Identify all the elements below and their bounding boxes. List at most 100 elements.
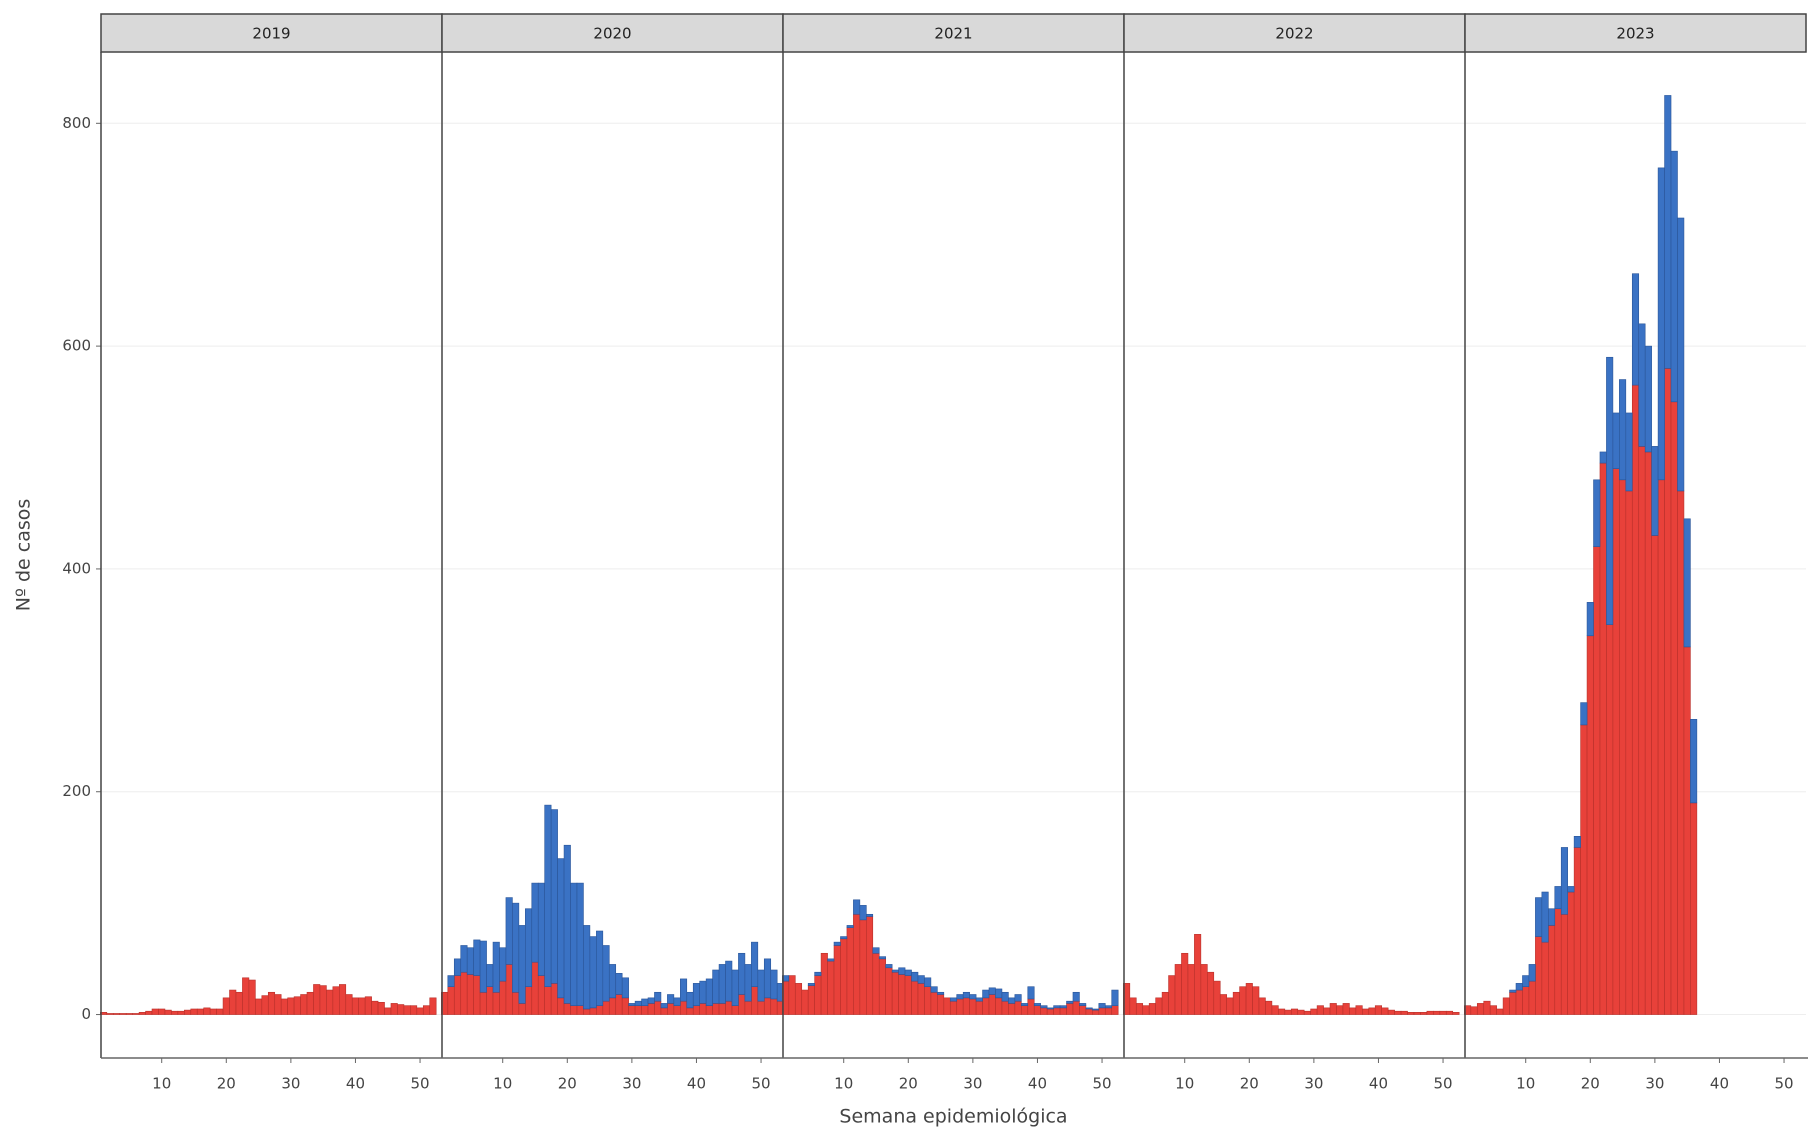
bar [602, 945, 610, 1002]
x-tick-label: 30 [1645, 1075, 1664, 1093]
bar [1528, 980, 1536, 1015]
bar [1612, 412, 1620, 469]
bar [1522, 986, 1530, 1015]
bar [486, 986, 494, 1015]
bar [1111, 1005, 1119, 1015]
bar [1008, 997, 1016, 1004]
bar [164, 1009, 172, 1015]
bar [680, 1000, 688, 1015]
bar [1573, 847, 1581, 1015]
bar [641, 998, 649, 1006]
bar [1033, 1003, 1041, 1006]
bar [1303, 1010, 1311, 1015]
bar [1336, 1005, 1344, 1015]
bar [995, 997, 1003, 1015]
facet-title: 2020 [593, 25, 631, 43]
bar [473, 975, 481, 1015]
bar [403, 1005, 411, 1015]
bar [492, 941, 500, 993]
bar [1027, 986, 1035, 1000]
bar [1522, 975, 1530, 987]
bar [1219, 994, 1227, 1015]
bar [1619, 379, 1627, 481]
bar [885, 967, 893, 1015]
bar [833, 941, 841, 946]
y-axis-title: Nº de casos [13, 499, 35, 612]
bar [814, 971, 822, 976]
bar [1278, 1008, 1286, 1015]
bar [1387, 1009, 1395, 1015]
bar [1439, 1010, 1447, 1015]
bar [1470, 1006, 1478, 1015]
bar [1394, 1010, 1402, 1015]
bar [1606, 356, 1614, 625]
bar [718, 964, 726, 1004]
bar [705, 978, 713, 1006]
bar [1509, 991, 1517, 1015]
bar [550, 809, 558, 984]
x-tick-label: 20 [217, 1075, 236, 1093]
bar [898, 967, 906, 975]
bar [1541, 891, 1549, 943]
y-tick-label: 800 [62, 114, 91, 132]
bar [1619, 479, 1627, 1015]
bar [751, 941, 759, 987]
x-tick-label: 10 [152, 1075, 171, 1093]
bar [1104, 1005, 1113, 1009]
bar [667, 1003, 675, 1015]
x-tick-label: 20 [1581, 1075, 1600, 1093]
bar [1142, 1005, 1150, 1015]
bar [518, 1003, 526, 1015]
bar [358, 997, 366, 1015]
bar [377, 1001, 385, 1015]
bar [583, 1008, 591, 1015]
bar [384, 1007, 392, 1015]
bar [738, 952, 746, 995]
bar [866, 913, 874, 917]
bar [505, 964, 513, 1015]
bar [512, 902, 520, 993]
strip-background [1464, 13, 1807, 53]
bar [1400, 1010, 1408, 1015]
bar [1111, 989, 1119, 1006]
bar [390, 1003, 398, 1015]
bar [1476, 1003, 1485, 1015]
bar [345, 994, 353, 1015]
bar [937, 991, 945, 995]
bar [1664, 95, 1672, 369]
bar [447, 975, 455, 987]
bar [763, 997, 772, 1015]
bar [621, 977, 629, 999]
bar [1098, 1007, 1106, 1015]
bar [1092, 1009, 1100, 1015]
bar [190, 1008, 198, 1015]
bar [1528, 964, 1536, 982]
bar [1445, 1010, 1454, 1015]
bar [1593, 479, 1601, 547]
bar [757, 969, 765, 1002]
bar [1008, 1003, 1016, 1015]
bar [531, 961, 539, 1015]
bar [1079, 1005, 1087, 1015]
bar [995, 988, 1003, 999]
bar [326, 989, 334, 1015]
bar [138, 1012, 146, 1015]
bar [1683, 646, 1691, 1015]
x-tick-label: 50 [410, 1075, 429, 1093]
bar [1368, 1007, 1376, 1015]
strip-background [441, 13, 784, 53]
bar [1059, 1007, 1067, 1015]
bar [499, 980, 507, 1015]
bar [949, 1000, 958, 1015]
bar [943, 997, 951, 1015]
bar [1040, 1007, 1048, 1015]
x-tick-label: 10 [1175, 1075, 1194, 1093]
bar [351, 997, 359, 1015]
bar [1297, 1009, 1305, 1015]
bar [1226, 997, 1234, 1015]
bar [1323, 1007, 1331, 1015]
facet-title: 2023 [1616, 25, 1654, 43]
bar [466, 947, 474, 975]
bar [422, 1005, 431, 1015]
bar [319, 985, 327, 1015]
